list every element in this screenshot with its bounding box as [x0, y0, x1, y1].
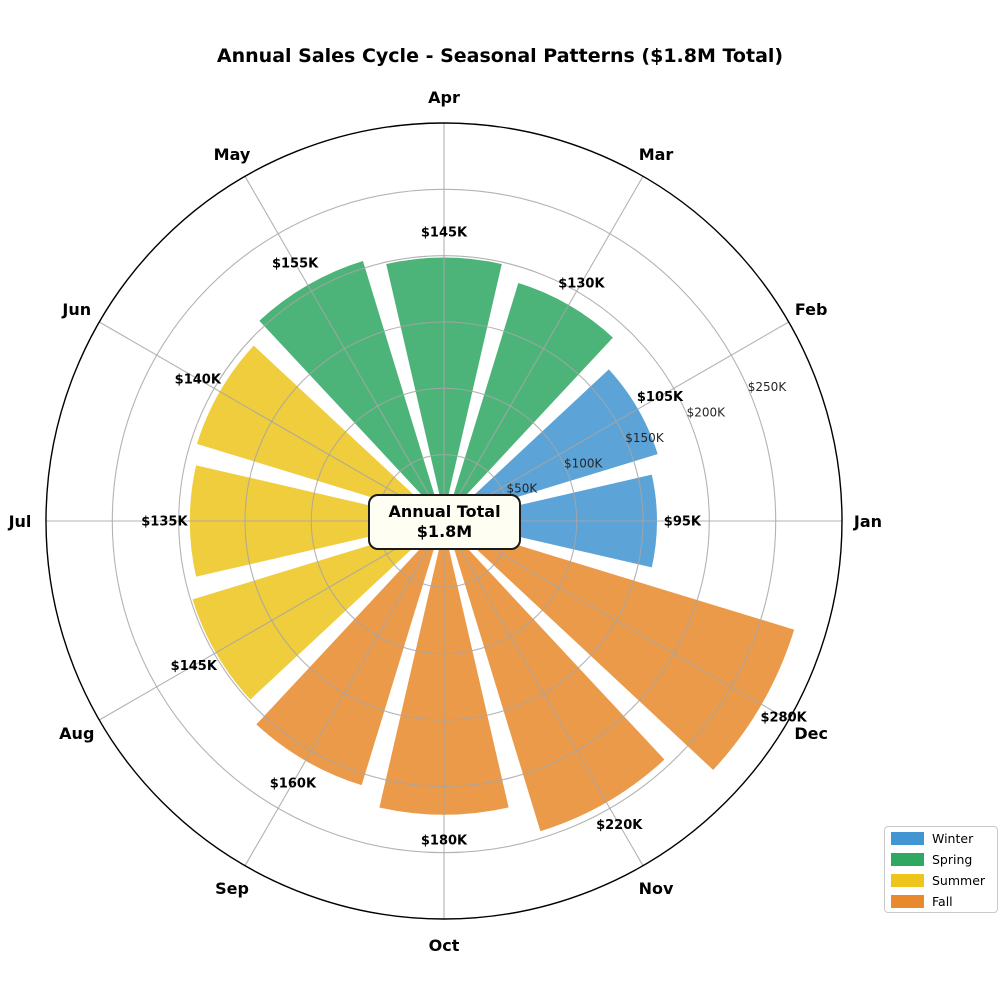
value-label-aug: $145K [171, 659, 218, 674]
annual-total-value: $1.8M [416, 522, 473, 541]
month-label-may: May [214, 145, 251, 164]
value-label-feb: $105K [637, 390, 684, 405]
grid-spoke [443, 321, 789, 522]
value-label-jan: $95K [664, 515, 702, 530]
month-label-jun: Jun [61, 300, 91, 319]
value-label-apr: $145K [421, 226, 468, 241]
grid-spoke [99, 321, 445, 522]
grid-spoke [443, 520, 789, 721]
month-label-sep: Sep [215, 879, 249, 898]
grid-spoke [244, 520, 445, 866]
legend-label-winter: Winter [932, 830, 974, 846]
chart-title: Annual Sales Cycle - Seasonal Patterns (… [216, 45, 784, 67]
grid-spoke [443, 520, 644, 866]
value-label-jun: $140K [175, 372, 222, 387]
month-label-nov: Nov [639, 879, 674, 898]
legend-item-fall: Fall [891, 893, 997, 910]
annual-total-annotation: Annual Total $1.8M [368, 494, 521, 550]
radial-tick-label: $200K [687, 406, 727, 420]
legend: Winter Spring Summer Fall [884, 826, 998, 913]
month-label-dec: Dec [794, 724, 828, 743]
value-label-may: $155K [272, 257, 319, 272]
legend-item-winter: Winter [891, 830, 997, 847]
month-label-mar: Mar [639, 145, 674, 164]
value-label-dec: $280K [760, 711, 807, 726]
month-label-apr: Apr [428, 88, 460, 107]
legend-swatch-spring [891, 852, 924, 866]
legend-label-summer: Summer [932, 872, 986, 888]
annual-total-label: Annual Total [388, 502, 501, 521]
month-label-jul: Jul [8, 512, 32, 531]
value-label-mar: $130K [558, 277, 605, 292]
value-label-nov: $220K [596, 818, 643, 833]
legend-label-spring: Spring [932, 851, 973, 867]
polar-outline [45, 122, 843, 920]
legend-item-summer: Summer [891, 872, 997, 889]
month-label-jan: Jan [853, 512, 882, 531]
month-label-aug: Aug [59, 724, 94, 743]
grid-spoke [99, 520, 445, 721]
legend-item-spring: Spring [891, 851, 997, 868]
value-label-jul: $135K [141, 515, 188, 530]
radial-tick-label: $100K [564, 456, 604, 470]
value-label-sep: $160K [270, 776, 317, 791]
month-label-oct: Oct [429, 936, 460, 955]
month-label-feb: Feb [795, 300, 828, 319]
grid-spoke [244, 176, 445, 522]
legend-swatch-winter [891, 831, 924, 845]
value-label-oct: $180K [421, 834, 468, 849]
legend-label-fall: Fall [932, 893, 953, 909]
radial-tick-label: $50K [507, 482, 539, 496]
radial-tick-label: $150K [625, 431, 665, 445]
legend-swatch-summer [891, 873, 924, 887]
radial-tick-label: $250K [748, 380, 788, 394]
legend-swatch-fall [891, 894, 924, 908]
grid-spoke [443, 176, 644, 522]
